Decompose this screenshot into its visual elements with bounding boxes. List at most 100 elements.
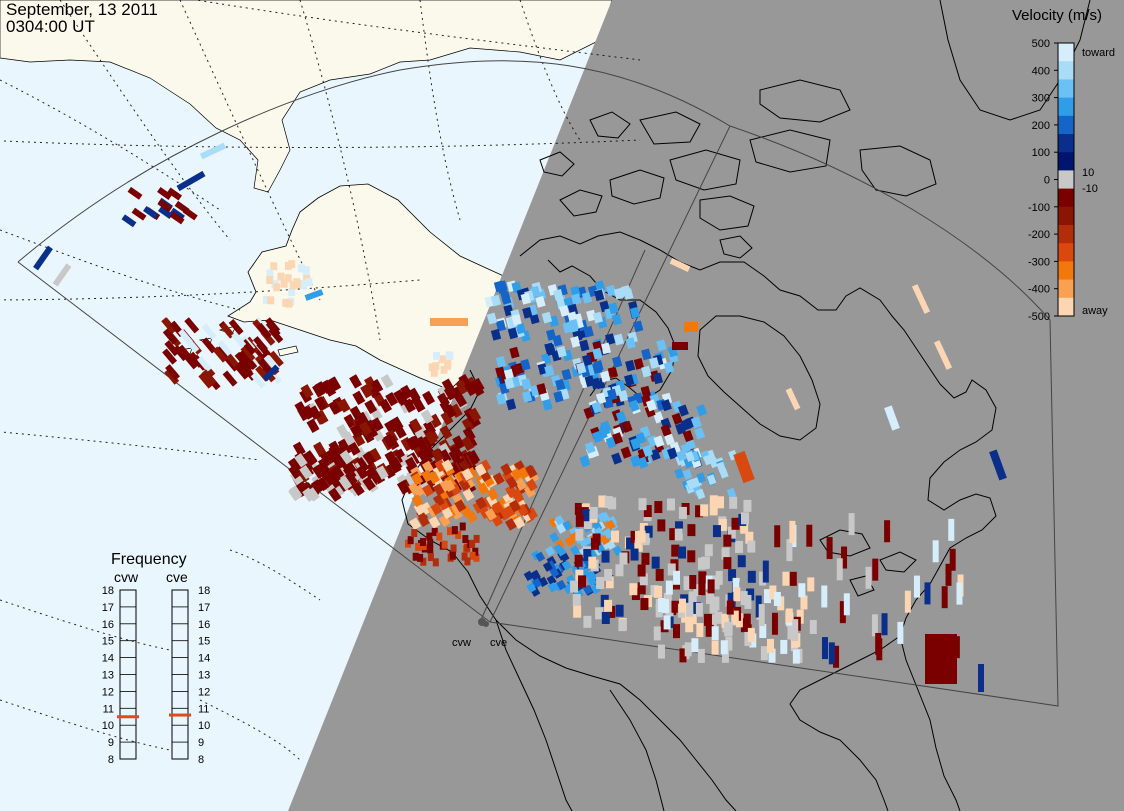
scatter-cell	[897, 621, 904, 644]
scatter-cell	[618, 619, 627, 632]
scatter-cell	[364, 399, 378, 415]
scatter-cell	[674, 521, 683, 534]
scatter-cell	[701, 556, 710, 569]
scatter-cell	[437, 392, 450, 408]
siberia-landmass	[0, 0, 613, 193]
scatter-cell	[164, 340, 180, 357]
scatter-cell	[545, 329, 557, 341]
scatter-cell	[575, 514, 584, 527]
scatter-cell	[162, 348, 178, 365]
scatter-cell	[821, 585, 828, 608]
scatter-cell	[657, 644, 665, 659]
scatter-cell	[385, 392, 399, 407]
scatter-cell	[596, 576, 605, 589]
scatter-cell	[703, 454, 713, 466]
scatter-cell	[640, 598, 649, 611]
scatter-cell	[510, 467, 523, 481]
scatter-cell	[605, 519, 616, 531]
scatter-cell	[723, 557, 732, 570]
scatter-cell	[732, 577, 740, 592]
scatter-cell	[642, 444, 654, 457]
scatter-cell	[554, 378, 566, 391]
scatter-cell	[370, 417, 384, 432]
scatter-cell	[304, 289, 324, 301]
scatter-cell	[583, 548, 592, 561]
scatter-cell	[522, 307, 533, 319]
scatter-cell	[733, 587, 741, 602]
scatter-cell	[628, 399, 640, 412]
scatter-cell	[780, 639, 788, 654]
scatter-cell	[479, 459, 492, 472]
scatter-cell	[687, 524, 696, 537]
scatter-cell	[472, 547, 479, 556]
scatter-cell	[467, 449, 481, 465]
scatter-cell	[451, 526, 458, 535]
scatter-cell	[865, 566, 872, 589]
scatter-cell	[515, 322, 526, 335]
scatter-cell	[537, 363, 548, 375]
scatter-cell	[716, 461, 727, 473]
scatter-cell	[490, 328, 502, 341]
scatter-cell	[607, 605, 616, 618]
scatter-cell	[800, 595, 808, 610]
frequency-scale-label: 9	[198, 737, 204, 749]
colorbar-segment	[1058, 79, 1074, 99]
scatter-cell	[288, 464, 302, 480]
scatter-cell	[462, 535, 469, 544]
scatter-cell	[358, 456, 373, 471]
velocity-near-zero-pos: 10	[1082, 167, 1094, 179]
scatter-cell	[461, 417, 475, 432]
scatter-cell	[731, 517, 740, 530]
scatter-cell	[545, 545, 556, 557]
scatter-cell	[651, 556, 660, 569]
scatter-cell	[553, 390, 564, 403]
scatter-cell	[521, 378, 532, 390]
scatter-cell	[945, 563, 952, 586]
scatter-cell	[681, 610, 690, 623]
scatter-cell	[417, 514, 430, 527]
scatter-cell	[167, 187, 182, 201]
scatter-cell	[741, 512, 750, 525]
scatter-cell	[127, 186, 143, 200]
scatter-cell	[773, 591, 781, 606]
scatter-cell	[763, 589, 771, 604]
scatter-cell	[454, 392, 468, 408]
scatter-cell	[240, 345, 256, 362]
scatter-cell	[652, 372, 664, 385]
scatter-cell	[288, 287, 296, 296]
scatter-cell	[432, 362, 440, 371]
frequency-scale-label: 17	[102, 602, 114, 614]
scatter-cell	[362, 451, 376, 466]
scatter-cell	[327, 376, 341, 391]
scatter-cell	[613, 333, 625, 346]
scatter-cell	[709, 495, 718, 508]
scatter-cell	[411, 494, 424, 508]
scatter-cell	[672, 342, 688, 350]
scatter-cell	[328, 440, 342, 456]
scatter-cell	[682, 429, 694, 443]
scatter-cell	[554, 514, 565, 526]
scatter-cell	[500, 463, 513, 476]
scatter-cell	[721, 613, 729, 628]
frequency-scale-label: 14	[198, 653, 210, 665]
scatter-cell	[157, 186, 172, 200]
colorbar-segment	[1058, 61, 1074, 80]
scatter-cell	[427, 538, 434, 547]
scatter-cell	[660, 424, 672, 437]
scatter-cell	[706, 474, 717, 486]
scatter-cell	[280, 279, 288, 288]
scatter-cell	[637, 564, 646, 577]
scatter-cell	[414, 436, 428, 451]
scatter-cell	[505, 484, 517, 498]
scatter-cell	[705, 592, 714, 605]
scatter-cell	[420, 542, 427, 551]
scatter-cell	[576, 362, 587, 375]
scatter-cell	[649, 357, 660, 369]
scatter-cell	[584, 441, 596, 454]
scatter-cell	[978, 664, 984, 692]
scatter-cell	[653, 626, 661, 641]
scatter-cell	[774, 525, 781, 548]
scatter-cell	[785, 387, 801, 411]
scatter-cell	[313, 441, 327, 457]
scatter-cell	[695, 488, 706, 500]
